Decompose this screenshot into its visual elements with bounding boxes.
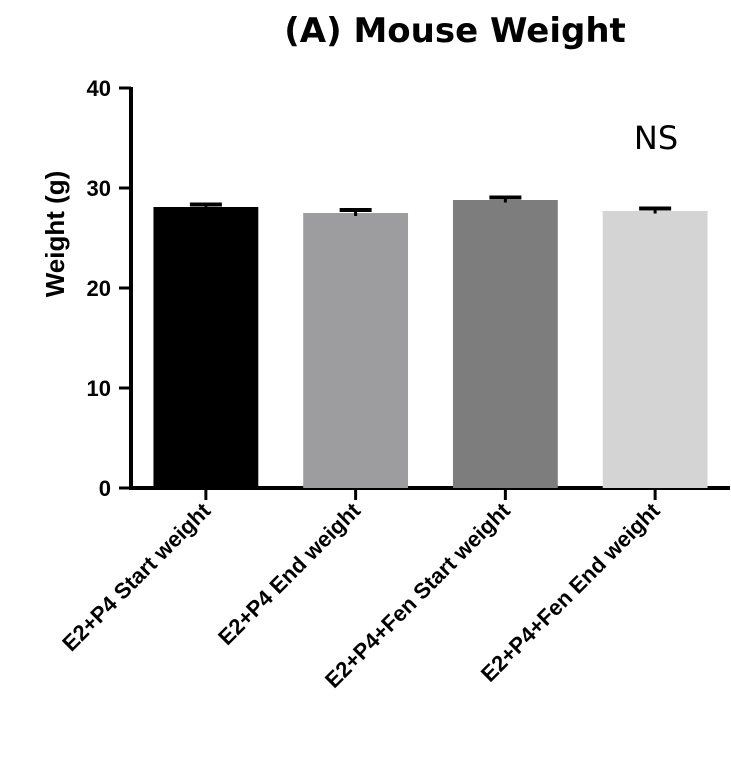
x-tick-label: E2+P4 Start weight (57, 497, 216, 656)
y-tick-label: 0 (99, 476, 111, 501)
bar (602, 211, 708, 488)
y-tick-label: 10 (87, 376, 111, 401)
y-tick-label: 40 (87, 76, 111, 101)
y-tick-label: 30 (87, 176, 111, 201)
y-axis-label: Weight (g) (40, 171, 70, 298)
bar (153, 207, 259, 488)
y-tick-label: 20 (87, 276, 111, 301)
ns-annotation: NS (634, 119, 678, 157)
chart-title: (A) Mouse Weight (284, 11, 626, 51)
bar (303, 213, 409, 488)
x-tick-label: E2+P4 End weight (213, 497, 366, 650)
bar (452, 200, 558, 488)
